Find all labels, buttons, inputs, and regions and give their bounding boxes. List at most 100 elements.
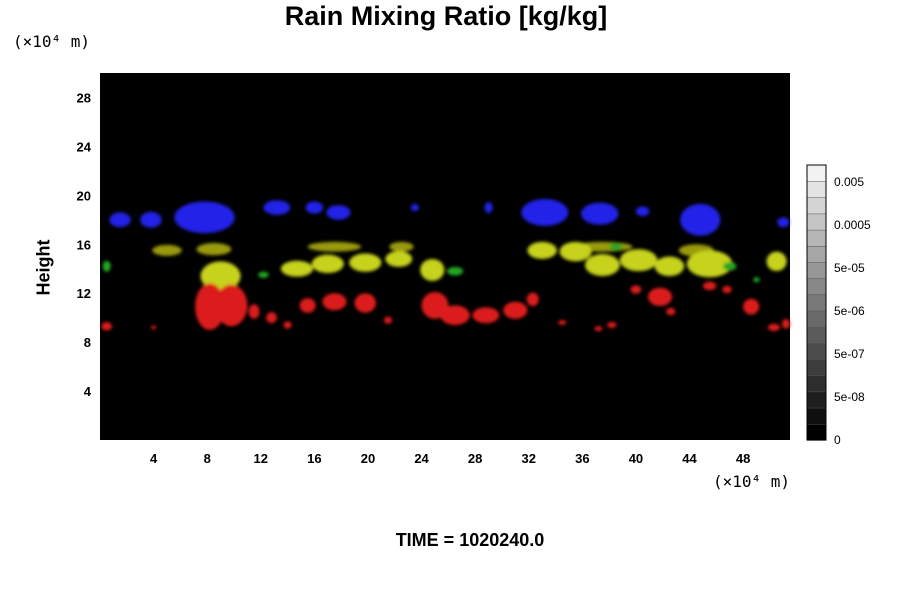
- x-tick-label: 12: [254, 451, 268, 466]
- data-blob: [305, 201, 324, 214]
- data-blob: [326, 205, 351, 220]
- data-blob: [215, 284, 248, 327]
- data-blob: [503, 301, 528, 319]
- data-blob: [196, 243, 232, 256]
- y-tick-label: 16: [77, 237, 91, 252]
- colorbar-level: [806, 358, 827, 376]
- data-blob: [585, 254, 620, 277]
- data-blob: [195, 283, 225, 330]
- x-axis: 4 8 12 16 20 24 28 32 36 40 44 48: [150, 451, 750, 466]
- data-blob: [307, 241, 362, 252]
- data-blob: [680, 203, 721, 236]
- data-blob: [526, 292, 539, 307]
- x-tick-label: 8: [204, 451, 211, 466]
- data-blob: [766, 251, 787, 272]
- y-tick-label: 20: [77, 188, 91, 203]
- data-blob: [322, 293, 347, 311]
- data-blob: [767, 323, 780, 332]
- data-blob: [781, 318, 790, 329]
- colorbar-level: [806, 213, 827, 231]
- data-blob: [385, 250, 413, 267]
- data-blob: [174, 201, 235, 234]
- data-blob: [580, 202, 619, 225]
- x-tick-label: 44: [682, 451, 697, 466]
- colorbar-label: 5e-05: [834, 261, 865, 275]
- data-blob: [607, 321, 617, 329]
- data-blob: [140, 211, 162, 228]
- data-blob: [200, 261, 241, 291]
- colorbar-level: [806, 197, 827, 215]
- colorbar-level: [806, 180, 827, 199]
- y-tick-label: 8: [84, 335, 91, 350]
- data-blob: [258, 271, 269, 278]
- data-blob: [384, 316, 393, 324]
- data-blob: [619, 249, 658, 272]
- y-axis-label: Height: [33, 239, 54, 296]
- colorbar: 0 5e-08 5e-07 5e-06 5e-05 0.0005 0.005: [806, 164, 871, 447]
- data-blob: [647, 287, 673, 307]
- data-blob: [299, 298, 316, 313]
- data-blob: [248, 304, 260, 319]
- time-label: TIME = 1020240.0: [395, 530, 545, 550]
- data-blob: [354, 293, 376, 313]
- colorbar-level: [806, 277, 827, 296]
- data-blob: [559, 241, 592, 262]
- y-tick-label: 12: [77, 286, 91, 301]
- data-blob: [722, 285, 732, 294]
- y-axis-unit: (×10⁴ m): [13, 32, 91, 51]
- data-blob: [109, 212, 131, 228]
- data-blob: [654, 256, 685, 277]
- data-blob: [635, 206, 650, 217]
- data-blob: [101, 321, 113, 331]
- data-blob: [283, 321, 292, 329]
- x-tick-label: 36: [575, 451, 589, 466]
- chart-title: Rain Mixing Ratio [kg/kg]: [284, 1, 608, 31]
- data-blob: [609, 243, 623, 251]
- data-blob: [440, 305, 470, 326]
- colorbar-level: [806, 310, 827, 328]
- data-blob: [743, 298, 760, 315]
- x-tick-label: 16: [307, 451, 321, 466]
- data-blob: [558, 320, 567, 326]
- data-blob: [311, 254, 344, 274]
- data-blob: [777, 217, 790, 228]
- colorbar-label: 0.005: [834, 175, 864, 189]
- data-blob: [266, 312, 277, 324]
- data-blob: [447, 266, 464, 276]
- x-axis-unit: (×10⁴ m): [713, 472, 791, 491]
- data-layer: [101, 199, 790, 332]
- data-blob: [702, 281, 717, 291]
- data-blob: [389, 241, 414, 252]
- data-blob: [349, 253, 382, 272]
- data-blob: [150, 325, 157, 330]
- colorbar-frame: [806, 164, 827, 441]
- data-blob: [472, 307, 500, 324]
- x-tick-label: 24: [414, 451, 429, 466]
- x-tick-label: 4: [150, 451, 158, 466]
- colorbar-level: [806, 261, 827, 279]
- x-tick-label: 32: [522, 451, 536, 466]
- data-blob: [723, 262, 737, 271]
- colorbar-label: 5e-06: [834, 304, 865, 318]
- x-tick-label: 40: [629, 451, 643, 466]
- colorbar-level: [806, 407, 827, 425]
- x-tick-label: 20: [361, 451, 375, 466]
- colorbar-level: [806, 423, 827, 441]
- y-tick-label: 28: [77, 90, 91, 105]
- colorbar-level: [806, 229, 827, 247]
- colorbar-level: [806, 326, 827, 344]
- colorbar-level: [806, 164, 827, 182]
- colorbar-label: 0: [834, 433, 841, 447]
- data-blob: [484, 202, 493, 214]
- x-tick-label: 48: [736, 451, 750, 466]
- colorbar-level: [806, 375, 827, 393]
- data-blob: [410, 203, 419, 212]
- colorbar-level: [806, 245, 827, 263]
- data-blob: [630, 285, 642, 294]
- data-blob: [666, 307, 676, 316]
- y-tick-label: 4: [84, 384, 92, 399]
- x-tick-label: 28: [468, 451, 482, 466]
- colorbar-level: [806, 342, 827, 360]
- data-blob: [102, 260, 111, 272]
